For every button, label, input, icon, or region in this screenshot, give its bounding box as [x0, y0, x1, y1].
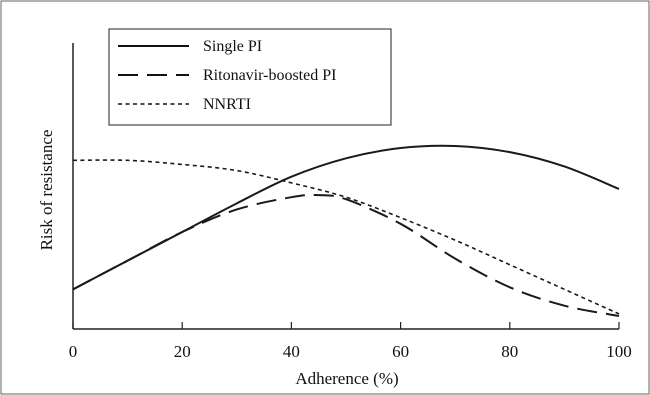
legend-label-nnrti: NNRTI	[203, 96, 251, 113]
legend: Single PI Ritonavir-boosted PI NNRTI	[109, 29, 391, 125]
y-axis-title: Risk of resistance	[37, 130, 56, 251]
x-axis-title: Adherence (%)	[295, 369, 398, 388]
x-tick-label-40: 40	[283, 342, 300, 361]
x-tick-label-100: 100	[606, 342, 632, 361]
legend-label-ritonavir-boosted-pi: Ritonavir-boosted PI	[203, 67, 336, 84]
x-tick-label-20: 20	[174, 342, 191, 361]
x-tick-label-60: 60	[392, 342, 409, 361]
x-tick-label-0: 0	[69, 342, 78, 361]
x-tick-label-80: 80	[501, 342, 518, 361]
legend-label-single-pi: Single PI	[203, 38, 262, 55]
